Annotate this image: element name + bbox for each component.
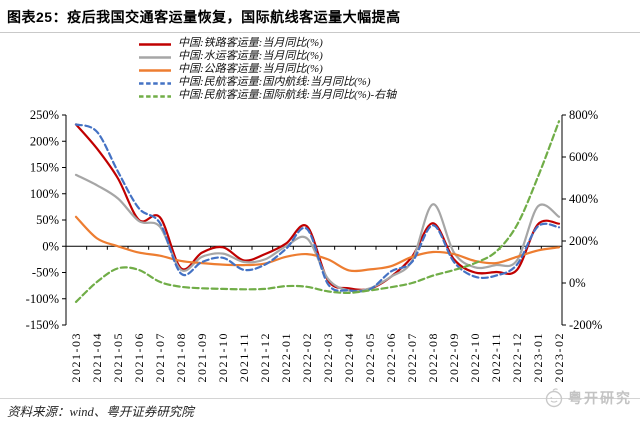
legend-swatch-solid (139, 68, 171, 72)
y-axis-right-label: 200% (569, 234, 598, 248)
legend-item-1: 中国:水运客运量:当月同比(%) (138, 50, 396, 63)
legend-label: 中国:公路客运量:当月同比(%) (178, 63, 323, 75)
x-axis-tick-label: 2022-09 (447, 332, 461, 383)
x-axis-tick-label: 2023-01 (531, 332, 545, 383)
legend-item-0: 中国:铁路客运量:当月同比(%) (138, 37, 396, 50)
x-axis-tick-label: 2022-07 (405, 332, 419, 383)
brand-watermark-text: 粤开研究 (568, 390, 632, 406)
x-axis-tick-label: 2022-02 (300, 332, 314, 383)
legend-swatch-solid (139, 42, 171, 46)
y-axis-left-label: 250% (30, 108, 59, 122)
x-axis-tick-label: 2022-06 (384, 332, 398, 383)
y-axis-left-label: -150% (26, 318, 59, 332)
x-axis-tick-label: 2022-03 (321, 332, 335, 383)
y-axis-left-label: 200% (30, 134, 59, 148)
x-axis-tick-label: 2023-02 (552, 332, 566, 383)
series-line-2 (74, 215, 561, 273)
brand-watermark: 粤开研究 (543, 388, 632, 408)
series-line-3 (74, 123, 561, 293)
legend-label: 中国:民航客运量:国际航线:当月同比(%)-右轴 (178, 89, 397, 101)
x-axis-tick-label: 2021-10 (216, 332, 230, 383)
y-axis-left-label: -100% (26, 292, 59, 306)
y-axis-right-label: 800% (569, 108, 598, 122)
x-axis-tick-label: 2022-12 (510, 332, 524, 383)
y-axis-right-label: 400% (569, 192, 598, 206)
x-axis-tick-label: 2022-04 (342, 332, 356, 383)
legend-swatch-dashed (139, 94, 171, 98)
y-axis-right-label: 600% (569, 150, 598, 164)
x-axis-tick-label: 2021-11 (237, 332, 251, 382)
y-axis-right-label: -200% (569, 318, 602, 332)
x-axis-tick-label: 2022-11 (489, 332, 503, 382)
legend-item-4: 中国:民航客运量:国际航线:当月同比(%)-右轴 (138, 89, 396, 102)
x-axis-tick-label: 2021-08 (174, 332, 188, 383)
series-line-4 (74, 120, 561, 303)
legend-swatch-dashed (139, 81, 171, 85)
y-axis-left-label: 0% (42, 239, 59, 253)
x-axis-tick-label: 2021-12 (258, 332, 272, 383)
footer-divider (0, 398, 640, 399)
legend-label: 中国:铁路客运量:当月同比(%) (178, 37, 323, 49)
x-axis-tick-label: 2021-09 (195, 332, 209, 383)
y-axis-left-label: -50% (32, 266, 59, 280)
x-axis-tick-label: 2022-01 (279, 332, 293, 383)
x-axis-tick-label: 2021-06 (132, 332, 146, 383)
source-note: 资料来源：wind、粤开证券研究院 (7, 405, 194, 419)
y-axis-left-label: 150% (30, 161, 59, 175)
legend-item-2: 中国:公路客运量:当月同比(%) (138, 63, 396, 76)
y-axis-right-label: 0% (569, 276, 586, 290)
brand-logo-icon (545, 388, 563, 408)
x-axis-tick-label: 2021-05 (111, 332, 125, 383)
series-line-0 (74, 123, 561, 291)
title-divider (0, 32, 640, 33)
x-axis-tick-label: 2022-10 (468, 332, 482, 383)
x-axis-tick-label: 2021-07 (153, 332, 167, 383)
y-axis-left-label: 100% (30, 187, 59, 201)
legend-swatch-solid (139, 55, 171, 59)
legend-label: 中国:水运客运量:当月同比(%) (178, 50, 323, 62)
x-axis-tick-label: 2021-04 (90, 332, 104, 383)
legend-label: 中国:民航客运量:国内航线:当月同比(%) (178, 76, 371, 88)
y-axis-left-label: 50% (36, 213, 59, 227)
x-axis-tick-label: 2022-08 (426, 332, 440, 383)
chart-title: 图表25：疫后我国交通客运量恢复，国际航线客运量大幅提高 (7, 9, 401, 25)
x-axis-tick-label: 2022-05 (363, 332, 377, 383)
chart-legend: 中国:铁路客运量:当月同比(%) 中国:水运客运量:当月同比(%) 中国:公路客运量… (138, 37, 396, 102)
x-axis-tick-label: 2021-03 (69, 332, 83, 383)
legend-item-3: 中国:民航客运量:国内航线:当月同比(%) (138, 76, 396, 89)
